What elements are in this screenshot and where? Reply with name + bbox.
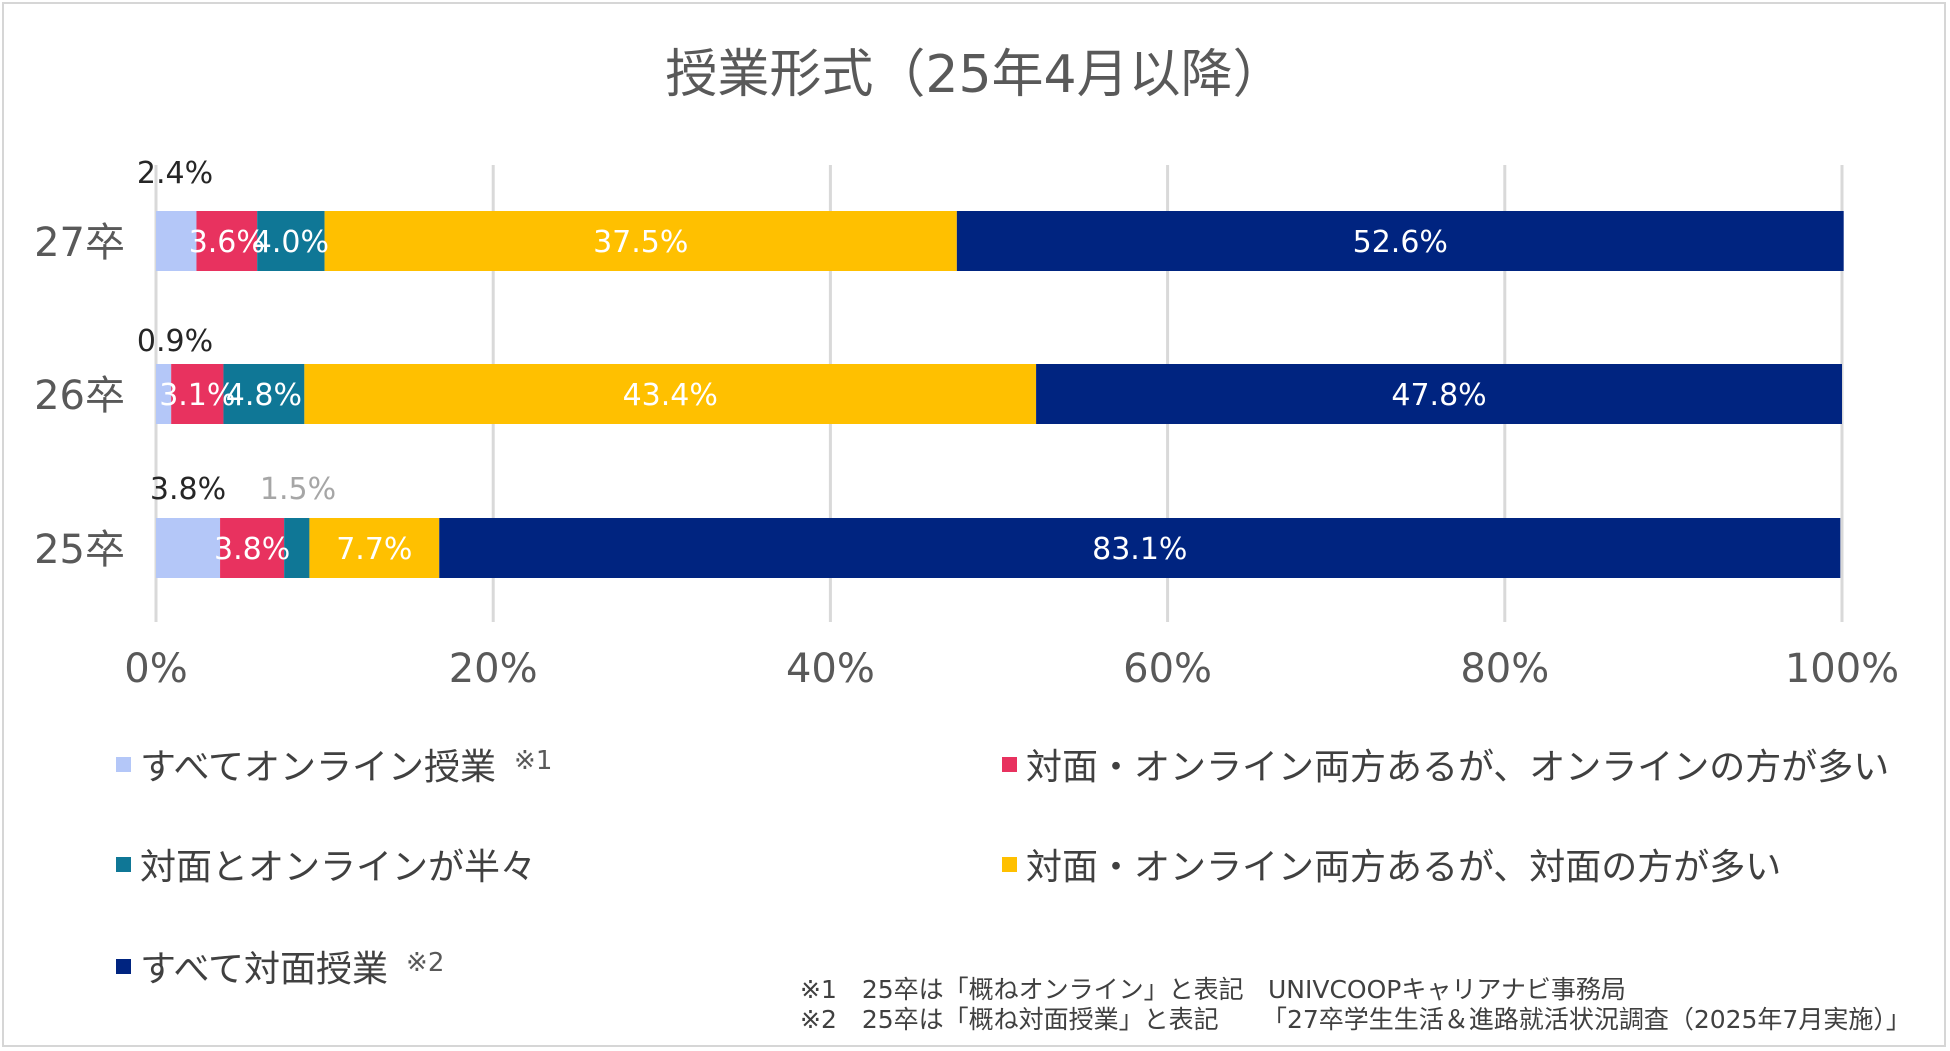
- footnote-1: ※1 25卒は「概ねオンライン」と表記: [800, 975, 1244, 1004]
- legend-swatch: [1002, 757, 1017, 772]
- legend-item: 対面とオンラインが半々: [116, 847, 536, 888]
- bar-segment: [284, 518, 310, 578]
- legend-swatch: [116, 959, 131, 974]
- legend-swatch: [116, 757, 131, 772]
- data-label: 4.0%: [253, 225, 329, 260]
- bar-segment: [156, 211, 197, 271]
- data-label: 47.8%: [1391, 378, 1486, 413]
- bar-segment: [171, 364, 224, 424]
- legend-swatch: [1002, 857, 1017, 872]
- legend-label: すべてオンライン授業: [140, 747, 496, 788]
- x-tick-labels: 0% 20% 40% 60% 80% 100%: [124, 646, 1899, 692]
- legend-footnote-mark: ※2: [406, 948, 444, 978]
- bar-segment: [220, 518, 285, 578]
- bar-segment: [324, 211, 957, 271]
- category-labels: 27卒 26卒 25卒: [34, 220, 125, 573]
- legend-item: すべてオンライン授業 ※1: [116, 746, 552, 788]
- x-tick-label: 100%: [1785, 646, 1899, 692]
- chart-title: 授業形式（25年4月以降）: [665, 45, 1284, 105]
- bar-segment: [439, 518, 1841, 578]
- legend-label: 対面とオンラインが半々: [140, 847, 536, 888]
- footnote-2: ※2 25卒は「概ね対面授業」と表記: [800, 1005, 1219, 1034]
- x-tick-label: 60%: [1123, 646, 1212, 692]
- bar-segment: [196, 211, 258, 271]
- data-label: 4.8%: [226, 378, 302, 413]
- data-label: 83.1%: [1092, 532, 1187, 567]
- x-tick-label: 80%: [1460, 646, 1549, 692]
- data-label: 3.6%: [189, 225, 265, 260]
- data-label: 7.7%: [336, 532, 412, 567]
- bar-segment: [257, 211, 325, 271]
- data-label: 3.8%: [214, 532, 290, 567]
- legend-label: すべて対面授業: [140, 949, 388, 990]
- legend-label: 対面・オンライン両方あるが、オンラインの方が多い: [1026, 747, 1889, 788]
- legend-item: すべて対面授業 ※2: [116, 948, 444, 990]
- bar-segment: [223, 364, 305, 424]
- data-label: 3.8%: [150, 472, 226, 507]
- x-tick-label: 0%: [124, 646, 187, 692]
- bar-segment: [156, 518, 221, 578]
- data-label: 0.9%: [137, 324, 213, 359]
- data-label: 2.4%: [137, 156, 213, 191]
- x-tick-label: 20%: [449, 646, 538, 692]
- category-label: 25卒: [34, 527, 125, 573]
- data-labels: 2.4% 3.6%4.0% 37.5% 52.6% 0.9% 3.1%4.8% 43.4% 4…: [137, 156, 1487, 567]
- category-label: 27卒: [34, 220, 125, 266]
- bars: [156, 211, 1844, 578]
- legend-label: 対面・オンライン両方あるが、対面の方が多い: [1026, 847, 1781, 888]
- legend: すべてオンライン授業 ※1 対面・オンライン両方あるが、オンラインの方が多い対面とオ…: [116, 746, 1889, 990]
- data-label: 1.5%: [260, 472, 336, 507]
- bar-segment: [304, 364, 1037, 424]
- bar-segment: [1036, 364, 1842, 424]
- category-label: 26卒: [34, 373, 125, 419]
- x-tick-label: 40%: [786, 646, 875, 692]
- data-label: 3.1%: [159, 378, 235, 413]
- data-label: 52.6%: [1353, 225, 1448, 260]
- bar-segment: [156, 364, 172, 424]
- legend-item: 対面・オンライン両方あるが、対面の方が多い: [1002, 847, 1781, 888]
- source-survey: 「27卒学生生活＆進路就活状況調査（2025年7月実施）」: [1262, 1005, 1911, 1034]
- legend-item: 対面・オンライン両方あるが、オンラインの方が多い: [1002, 747, 1889, 788]
- bar-segment: [956, 211, 1844, 271]
- data-label: 43.4%: [623, 378, 718, 413]
- legend-footnote-mark: ※1: [514, 746, 552, 776]
- source-organization: UNIVCOOPキャリアナビ事務局: [1268, 975, 1626, 1004]
- legend-swatch: [116, 857, 131, 872]
- bar-segment: [309, 518, 440, 578]
- data-label: 37.5%: [593, 225, 688, 260]
